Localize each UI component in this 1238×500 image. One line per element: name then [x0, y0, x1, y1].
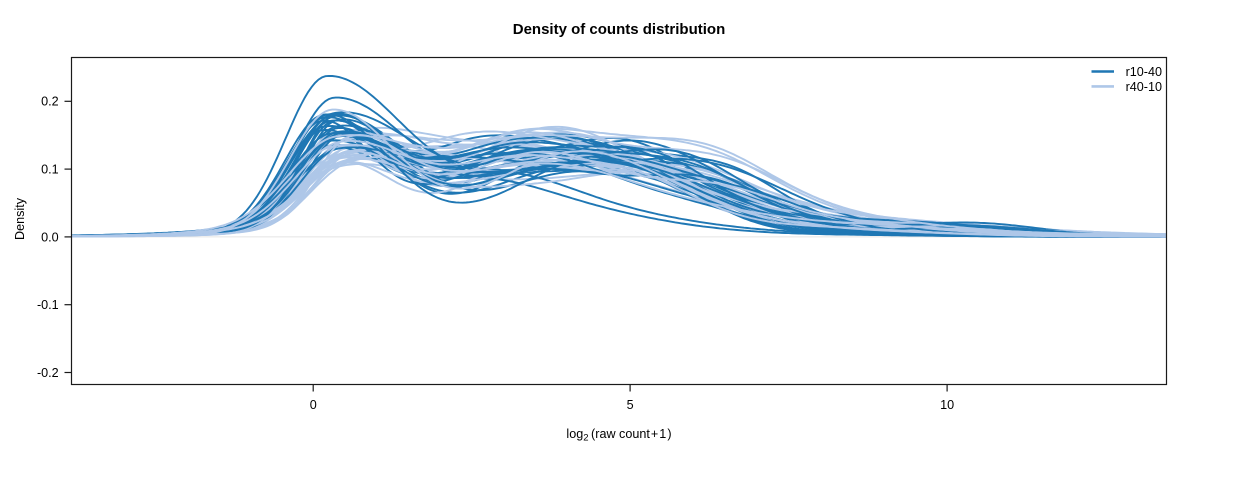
svg-text:Density of counts distribution: Density of counts distribution: [513, 21, 726, 38]
svg-text:0.0: 0.0: [41, 230, 59, 244]
svg-text:0: 0: [310, 398, 317, 412]
svg-text:0.1: 0.1: [41, 163, 59, 177]
svg-text:-0.1: -0.1: [37, 298, 59, 312]
svg-text:r40-10: r40-10: [1126, 80, 1162, 94]
svg-text:5: 5: [627, 398, 634, 412]
svg-text:log2 (raw count + 1 ): log2 (raw count + 1 ): [566, 427, 671, 444]
svg-text:r10-40: r10-40: [1126, 65, 1162, 79]
svg-text:Density: Density: [13, 197, 27, 240]
svg-text:0.2: 0.2: [41, 95, 59, 109]
svg-text:10: 10: [940, 398, 954, 412]
svg-text:-0.2: -0.2: [37, 366, 59, 380]
